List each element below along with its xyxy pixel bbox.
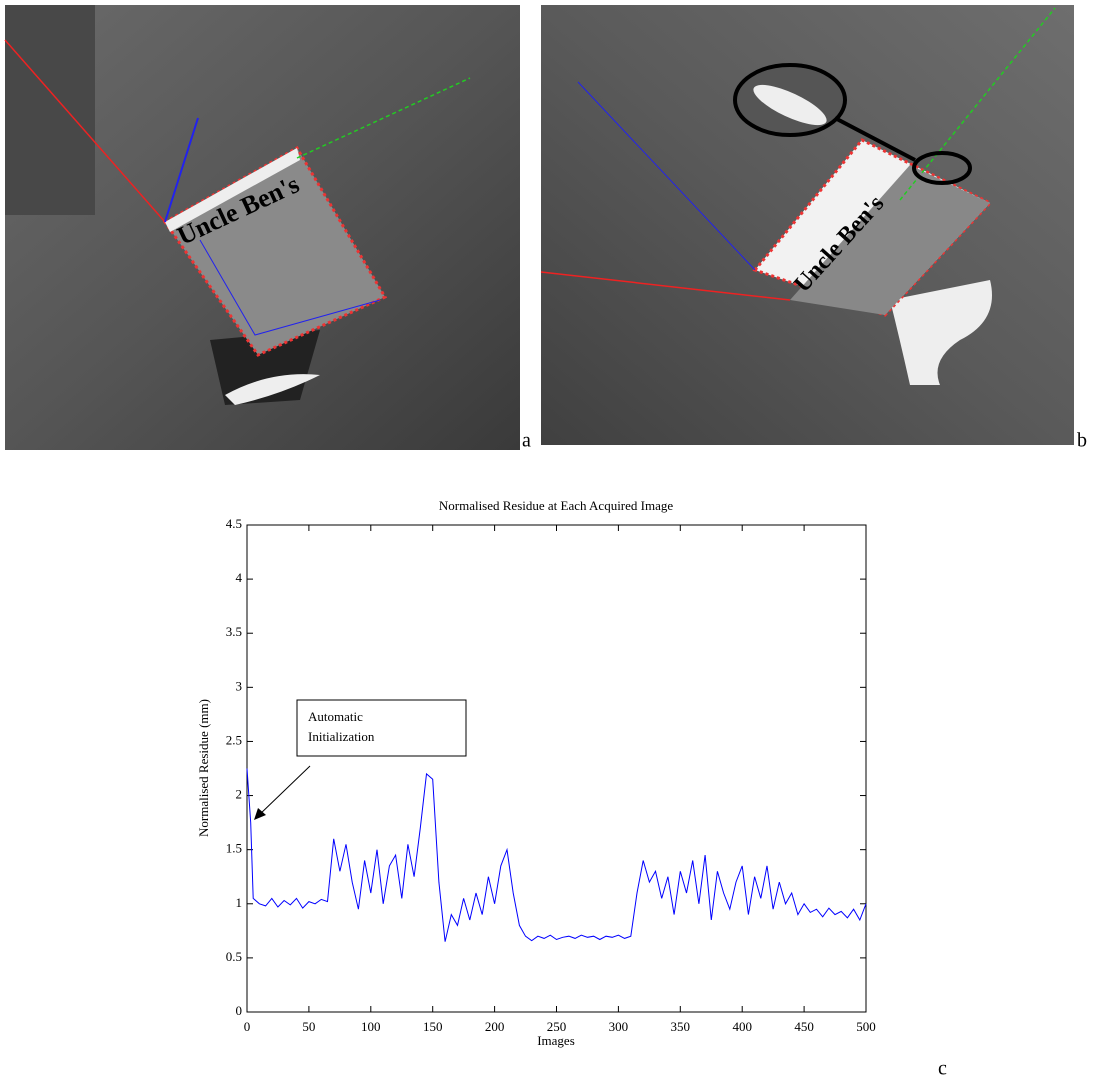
x-tick-label: 500	[856, 1019, 876, 1034]
y-tick-label: 0.5	[226, 949, 242, 964]
panel-label: c	[938, 1058, 947, 1080]
x-tick-label: 50	[302, 1019, 315, 1034]
y-tick-label: 4	[236, 570, 243, 585]
x-tick-label: 200	[485, 1019, 505, 1034]
annotation: Automatic	[308, 709, 363, 724]
y-tick-label: 1.5	[226, 841, 242, 856]
y-axis-label: Normalised Residue (mm)	[196, 699, 211, 837]
y-tick-label: 2.5	[226, 732, 242, 747]
x-tick-label: 400	[732, 1019, 752, 1034]
x-tick-label: 100	[361, 1019, 381, 1034]
x-tick-label: 250	[547, 1019, 567, 1034]
x-axis-label: Images	[537, 1033, 575, 1048]
x-tick-label: 150	[423, 1019, 443, 1034]
y-tick-label: 3	[236, 678, 243, 693]
x-tick-label: 450	[794, 1019, 814, 1034]
x-tick-label: 300	[609, 1019, 629, 1034]
y-tick-label: 3.5	[226, 624, 242, 639]
chart-title: Normalised Residue at Each Acquired Imag…	[439, 498, 674, 513]
panel-label: b	[1077, 430, 1087, 452]
annotation-arrow	[258, 766, 310, 816]
photo-a: Uncle Ben's	[5, 5, 520, 450]
x-tick-label: 0	[244, 1019, 251, 1034]
y-tick-label: 0	[236, 1003, 243, 1018]
y-tick-label: 2	[236, 787, 243, 802]
y-tick-label: 4.5	[226, 516, 242, 531]
data-line	[247, 769, 866, 942]
panel-label: a	[522, 430, 531, 452]
figure: Uncle Ben's a Uncle Ben's b c Normalised…	[0, 0, 1093, 1081]
photo-b: Uncle Ben's	[541, 5, 1074, 445]
y-tick-label: 1	[236, 895, 243, 910]
x-tick-label: 350	[671, 1019, 691, 1034]
annotation: Initialization	[308, 729, 375, 744]
